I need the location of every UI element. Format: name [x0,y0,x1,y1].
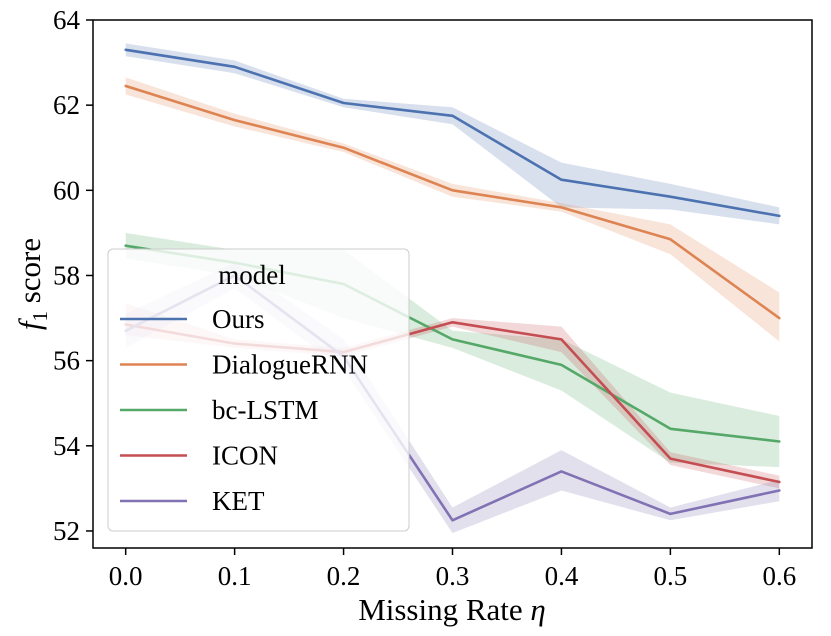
x-tick-label: 0.0 [109,561,143,591]
y-tick-label: 54 [53,431,81,461]
y-tick-label: 58 [53,260,80,290]
x-axis: 0.0 0.1 0.2 0.3 0.4 0.5 0.6 [109,548,796,591]
y-tick-label: 52 [53,516,80,546]
x-axis-label-text: Missing Rate [358,592,530,627]
y-axis-label: f1 score [12,238,52,330]
legend-label-icon: ICON [212,441,278,471]
line-dialoguernn [124,84,781,320]
y-tick-label: 62 [53,90,80,120]
y-axis: 52 54 56 58 60 62 64 [53,5,93,546]
x-axis-label: Missing Rate η [358,592,546,627]
legend-label-dialoguernn: DialogueRNN [212,350,368,380]
legend-label-bc-lstm: bc-LSTM [212,395,318,425]
y-tick-label: 64 [53,5,81,35]
band-ours [125,43,780,225]
x-tick-label: 0.3 [436,561,470,591]
y-tick-label: 60 [53,175,80,205]
x-tick-label: 0.6 [762,561,796,591]
y-axis-label-text: score [12,238,47,311]
x-axis-label-symbol: η [530,592,545,627]
legend-title: model [218,260,286,290]
legend: model Ours DialogueRNN bc-LSTM ICON KET [107,248,410,532]
line-ours [124,48,781,218]
x-tick-label: 0.4 [545,561,579,591]
x-tick-label: 0.1 [218,561,252,591]
y-tick-label: 56 [53,346,80,376]
x-tick-label: 0.5 [654,561,688,591]
x-tick-label: 0.2 [327,561,361,591]
legend-label-ours: Ours [212,304,265,334]
band-dialoguernn [125,77,780,342]
legend-label-ket: KET [212,486,265,516]
y-axis-label-subscript: 1 [28,311,52,322]
